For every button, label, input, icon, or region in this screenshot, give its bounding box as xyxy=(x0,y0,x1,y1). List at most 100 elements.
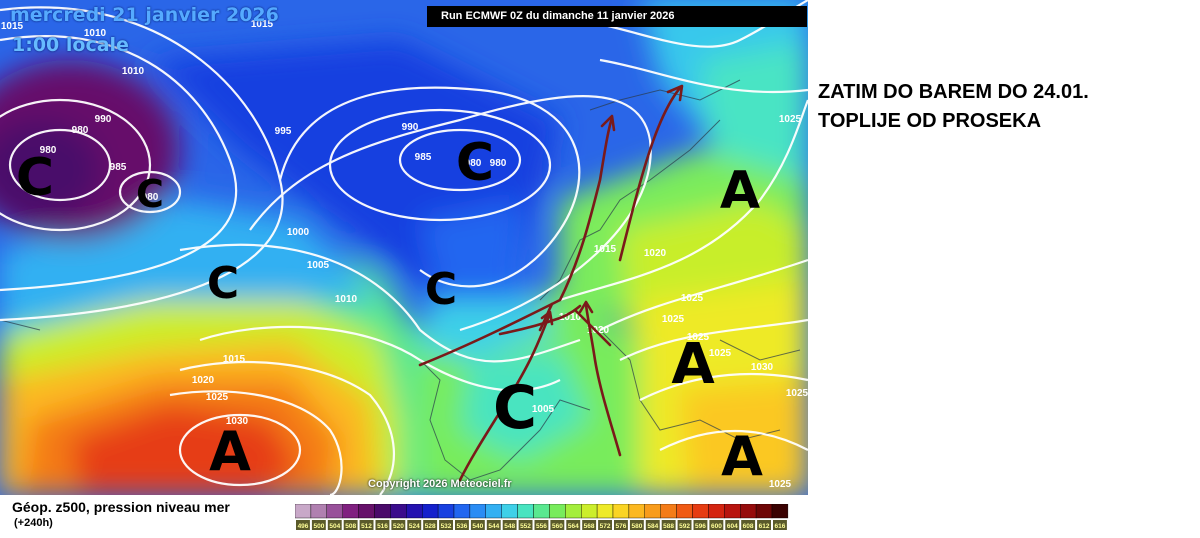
color-tick-label: 560 xyxy=(552,523,563,530)
high-pressure-symbol: A xyxy=(720,161,760,221)
color-swatch xyxy=(406,504,423,519)
low-pressure-symbol: C xyxy=(136,172,164,216)
color-scale: 496 500 504 508 512 516 520 524 528 532 536 540 544 5… xyxy=(295,504,789,530)
color-tick-bg xyxy=(407,520,422,530)
isobar-label: 1005 xyxy=(532,404,555,415)
isobar-label: 1010 xyxy=(84,28,107,39)
annotation-text: ZATIM DO BAREM DO 24.01. TOPLIJE OD PROS… xyxy=(818,78,1089,136)
color-tick-label: 572 xyxy=(600,523,611,530)
color-tick-label: 516 xyxy=(377,523,388,530)
color-swatch xyxy=(421,504,439,519)
high-pressure-symbol: A xyxy=(209,420,251,483)
high-pressure-symbol: A xyxy=(671,332,715,397)
low-pressure-symbol: C xyxy=(425,264,457,315)
isobar-label: 980 xyxy=(72,125,89,136)
color-tick-bg xyxy=(502,520,517,530)
isobar-label: 1010 xyxy=(335,294,358,305)
color-tick-label: 540 xyxy=(472,523,483,530)
legend-title: Géop. z500, pression niveau mer xyxy=(12,499,230,515)
color-swatch xyxy=(692,504,709,519)
color-swatch xyxy=(437,504,455,519)
color-tick-bg xyxy=(773,520,787,530)
color-tick-bg xyxy=(296,520,310,530)
isobar-label: 980 xyxy=(465,158,482,169)
weather-map: 1015 1010 1010 990 980 980 985 980 995 9… xyxy=(0,0,808,495)
isobar-label: 1020 xyxy=(192,375,215,386)
isobar-label: 1025 xyxy=(206,392,229,403)
color-tick-bg xyxy=(327,520,342,530)
color-tick-label: 504 xyxy=(329,523,340,530)
color-tick-label: 556 xyxy=(536,523,547,530)
isobar-label: 1010 xyxy=(122,66,145,77)
isobar-label: 1020 xyxy=(587,325,610,336)
color-swatch xyxy=(581,504,598,519)
color-tick-bg xyxy=(486,520,501,530)
color-tick-label: 520 xyxy=(393,523,404,530)
color-tick-bg xyxy=(470,520,485,530)
isobar-label: 1025 xyxy=(709,348,732,359)
color-tick-bg xyxy=(661,520,676,530)
color-tick-label: 596 xyxy=(695,523,706,530)
isobar-label: 985 xyxy=(415,152,432,163)
color-tick-label: 576 xyxy=(615,523,626,530)
color-tick-label: 612 xyxy=(759,523,770,530)
color-swatch xyxy=(740,504,757,519)
color-swatch xyxy=(390,504,407,519)
color-tick-bg xyxy=(725,520,740,530)
low-pressure-symbol: C xyxy=(456,133,494,193)
isobar-label: 1025 xyxy=(786,388,808,399)
low-pressure-symbol: C xyxy=(207,258,239,309)
color-tick-bg xyxy=(439,520,453,530)
color-tick-label: 496 xyxy=(298,523,309,530)
color-tick-bg xyxy=(598,520,612,530)
color-tick-label: 552 xyxy=(520,523,531,530)
color-tick-bg xyxy=(455,520,469,530)
color-tick-label: 584 xyxy=(647,523,658,530)
isobar-label: 1015 xyxy=(1,21,24,32)
color-tick-label: 512 xyxy=(361,523,372,530)
color-tick-bg xyxy=(343,520,358,530)
color-tick-label: 544 xyxy=(488,523,499,530)
color-swatch xyxy=(596,504,614,519)
color-swatch xyxy=(310,504,327,519)
color-tick-label: 548 xyxy=(504,523,515,530)
color-swatch xyxy=(724,504,741,519)
color-tick-bg xyxy=(741,520,756,530)
color-tick-bg xyxy=(518,520,533,530)
color-tick-label: 616 xyxy=(774,523,785,530)
color-tick-bg xyxy=(677,520,692,530)
isobar-label: 1015 xyxy=(223,354,246,365)
color-tick-label: 536 xyxy=(456,523,467,530)
color-swatch xyxy=(708,504,725,519)
copyright-label: Copyright 2026 Meteociel.fr xyxy=(368,478,512,490)
color-swatch xyxy=(771,504,789,519)
color-tick-bg xyxy=(566,520,581,530)
legend-subtitle: (+240h) xyxy=(14,517,53,529)
color-swatch xyxy=(469,504,486,519)
color-tick-label: 524 xyxy=(409,523,420,530)
color-swatch xyxy=(326,504,343,519)
isobar-label: 1025 xyxy=(779,114,802,125)
color-swatch xyxy=(453,504,471,519)
color-tick-bg xyxy=(757,520,771,530)
color-tick-label: 532 xyxy=(441,523,452,530)
color-tick-label: 508 xyxy=(345,523,356,530)
isobar-label: 985 xyxy=(110,162,127,173)
isobar-label: 1025 xyxy=(681,293,704,304)
model-run-label: Run ECMWF 0Z du dimanche 11 janvier 2026 xyxy=(427,6,807,27)
color-tick-label: 564 xyxy=(568,523,579,530)
forecast-date: mercredi 21 janvier 2026 xyxy=(10,4,279,26)
color-tick-bg xyxy=(375,520,390,530)
isobar-label: 1025 xyxy=(687,332,710,343)
color-tick-bg xyxy=(359,520,374,530)
color-tick-label: 580 xyxy=(631,523,642,530)
isobar-label: 1015 xyxy=(251,19,274,30)
color-tick-bg xyxy=(709,520,724,530)
color-swatch xyxy=(517,504,534,519)
color-tick-label: 600 xyxy=(711,523,722,530)
forecast-time: 1:00 locale xyxy=(12,34,129,56)
isobar-label: 1000 xyxy=(287,227,310,238)
low-pressure-symbol: C xyxy=(493,373,537,443)
high-pressure-symbol: A xyxy=(721,425,763,488)
color-swatch xyxy=(485,504,502,519)
